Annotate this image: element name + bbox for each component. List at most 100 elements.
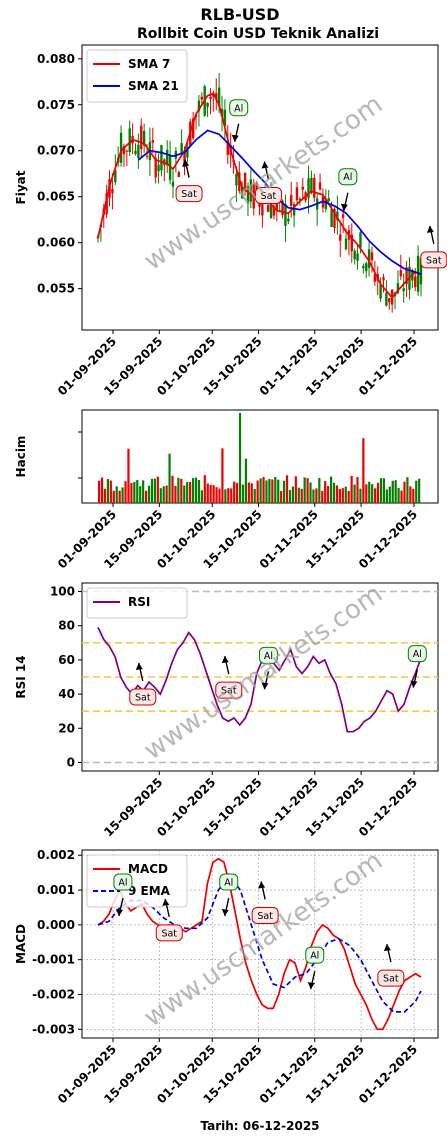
volume-bar <box>147 485 151 503</box>
candle-body <box>134 150 137 154</box>
volume-bar <box>332 482 336 503</box>
volume-bar <box>309 482 312 503</box>
price-panel: 0.0550.0600.0650.0700.0750.08001-09-2025… <box>14 44 447 398</box>
macd-annotation-box <box>113 873 133 891</box>
macd-annotation-label: Sat <box>383 974 399 985</box>
volume-bar <box>241 484 245 503</box>
volume-bar <box>209 484 212 503</box>
volume-bar <box>215 487 218 503</box>
rsi-annotation-arrowhead <box>221 656 229 664</box>
volume-bar <box>318 477 321 503</box>
candle-body <box>249 179 253 202</box>
volume-bar <box>300 488 303 503</box>
price-annotation-box <box>338 168 358 186</box>
volume-bar <box>236 482 239 503</box>
volume-bar <box>356 477 359 503</box>
candle-body <box>223 109 227 127</box>
macd-annotation-box <box>155 924 183 942</box>
footer-date: Tarih: 06-12-2025 <box>200 1119 319 1133</box>
volume-bar <box>162 486 165 503</box>
candle-body <box>281 200 284 216</box>
macd-annotation-box <box>219 873 239 891</box>
candle-body <box>114 170 117 183</box>
price-annotation-box <box>175 185 203 203</box>
candle-body <box>356 253 359 261</box>
price-annotation-box <box>229 99 249 117</box>
price-annotation-arrowhead <box>231 134 239 142</box>
volume-bar <box>218 488 221 503</box>
volume-bar <box>150 478 154 503</box>
candle-body <box>105 192 108 215</box>
price-annotation-arrowhead <box>340 203 348 211</box>
volume-bar <box>206 483 209 503</box>
candle-body <box>200 96 204 100</box>
price-legend-label: SMA 7 <box>128 57 170 71</box>
volume-bar <box>238 413 242 503</box>
volume-bar <box>256 480 259 503</box>
volume-bar <box>136 479 139 503</box>
macd-annotation-label: Sat <box>257 911 273 922</box>
price-legend-label: SMA 21 <box>128 79 179 93</box>
volume-bar <box>127 448 130 503</box>
candle-body <box>379 284 382 299</box>
macd-ylabel: MACD <box>14 924 28 964</box>
volume-bar <box>112 490 115 503</box>
volume-bar <box>379 478 383 503</box>
candle-body <box>359 232 362 248</box>
volume-bar <box>397 488 400 503</box>
volume-bar <box>121 487 124 503</box>
volume-bar <box>371 484 374 503</box>
candle-body <box>180 143 183 154</box>
candle-body <box>388 298 391 303</box>
rsi-annotation-box <box>258 646 278 664</box>
volume-bar <box>165 485 168 503</box>
volume-bar <box>285 475 289 503</box>
price-annotation-arrowhead <box>261 161 269 169</box>
candle-body <box>122 146 126 155</box>
volume-bar <box>124 481 127 503</box>
volume-bar <box>171 475 174 503</box>
candle-body <box>177 172 180 177</box>
macd-annotation-arrowhead <box>221 909 229 917</box>
candle-body <box>197 100 201 112</box>
volume-bar <box>130 483 133 503</box>
candle-body <box>215 93 218 100</box>
candle-body <box>266 205 270 212</box>
candle-body <box>324 198 328 209</box>
volume-bar <box>415 480 418 503</box>
volume-bar <box>247 482 250 503</box>
3-ytick-label: -0.002 <box>32 987 75 1001</box>
price-annotation-label: Sat <box>426 255 442 266</box>
candle-body <box>206 102 209 108</box>
candle-body <box>154 157 157 178</box>
candle-body <box>166 149 169 166</box>
volume-bar <box>382 478 386 503</box>
candle-body <box>240 186 244 199</box>
candle-body <box>330 209 333 228</box>
rsi-panel: 02040608010015-09-202501-10-202515-10-20… <box>14 579 439 839</box>
volume-bar <box>359 488 362 503</box>
0-ytick-label: 0.080 <box>37 52 75 66</box>
volume-bar <box>277 479 280 503</box>
rsi-legend <box>86 587 188 619</box>
rsi-annotation-label: Sat <box>221 686 237 697</box>
volume-bar <box>174 485 177 503</box>
candle-body <box>128 128 131 153</box>
volume-bar <box>189 482 192 503</box>
macd-annotation-arrowhead <box>307 982 315 990</box>
volume-bar <box>324 481 327 503</box>
candle-body <box>344 238 348 250</box>
candle-body <box>171 181 175 187</box>
macd-annotation-label: Al <box>118 878 127 889</box>
macd-legend-label: MACD <box>128 862 168 876</box>
volume-bar <box>362 438 365 503</box>
price-annotation-label: Al <box>343 172 352 183</box>
price-annotation-label: Sat <box>261 191 277 202</box>
volume-bar <box>230 488 233 503</box>
candle-body <box>382 277 385 281</box>
volume-bar <box>109 480 112 503</box>
candle-body <box>373 273 377 282</box>
volume-bar <box>391 480 394 503</box>
price-annotation-box <box>254 187 282 204</box>
0-ytick-label: 0.075 <box>37 98 75 112</box>
